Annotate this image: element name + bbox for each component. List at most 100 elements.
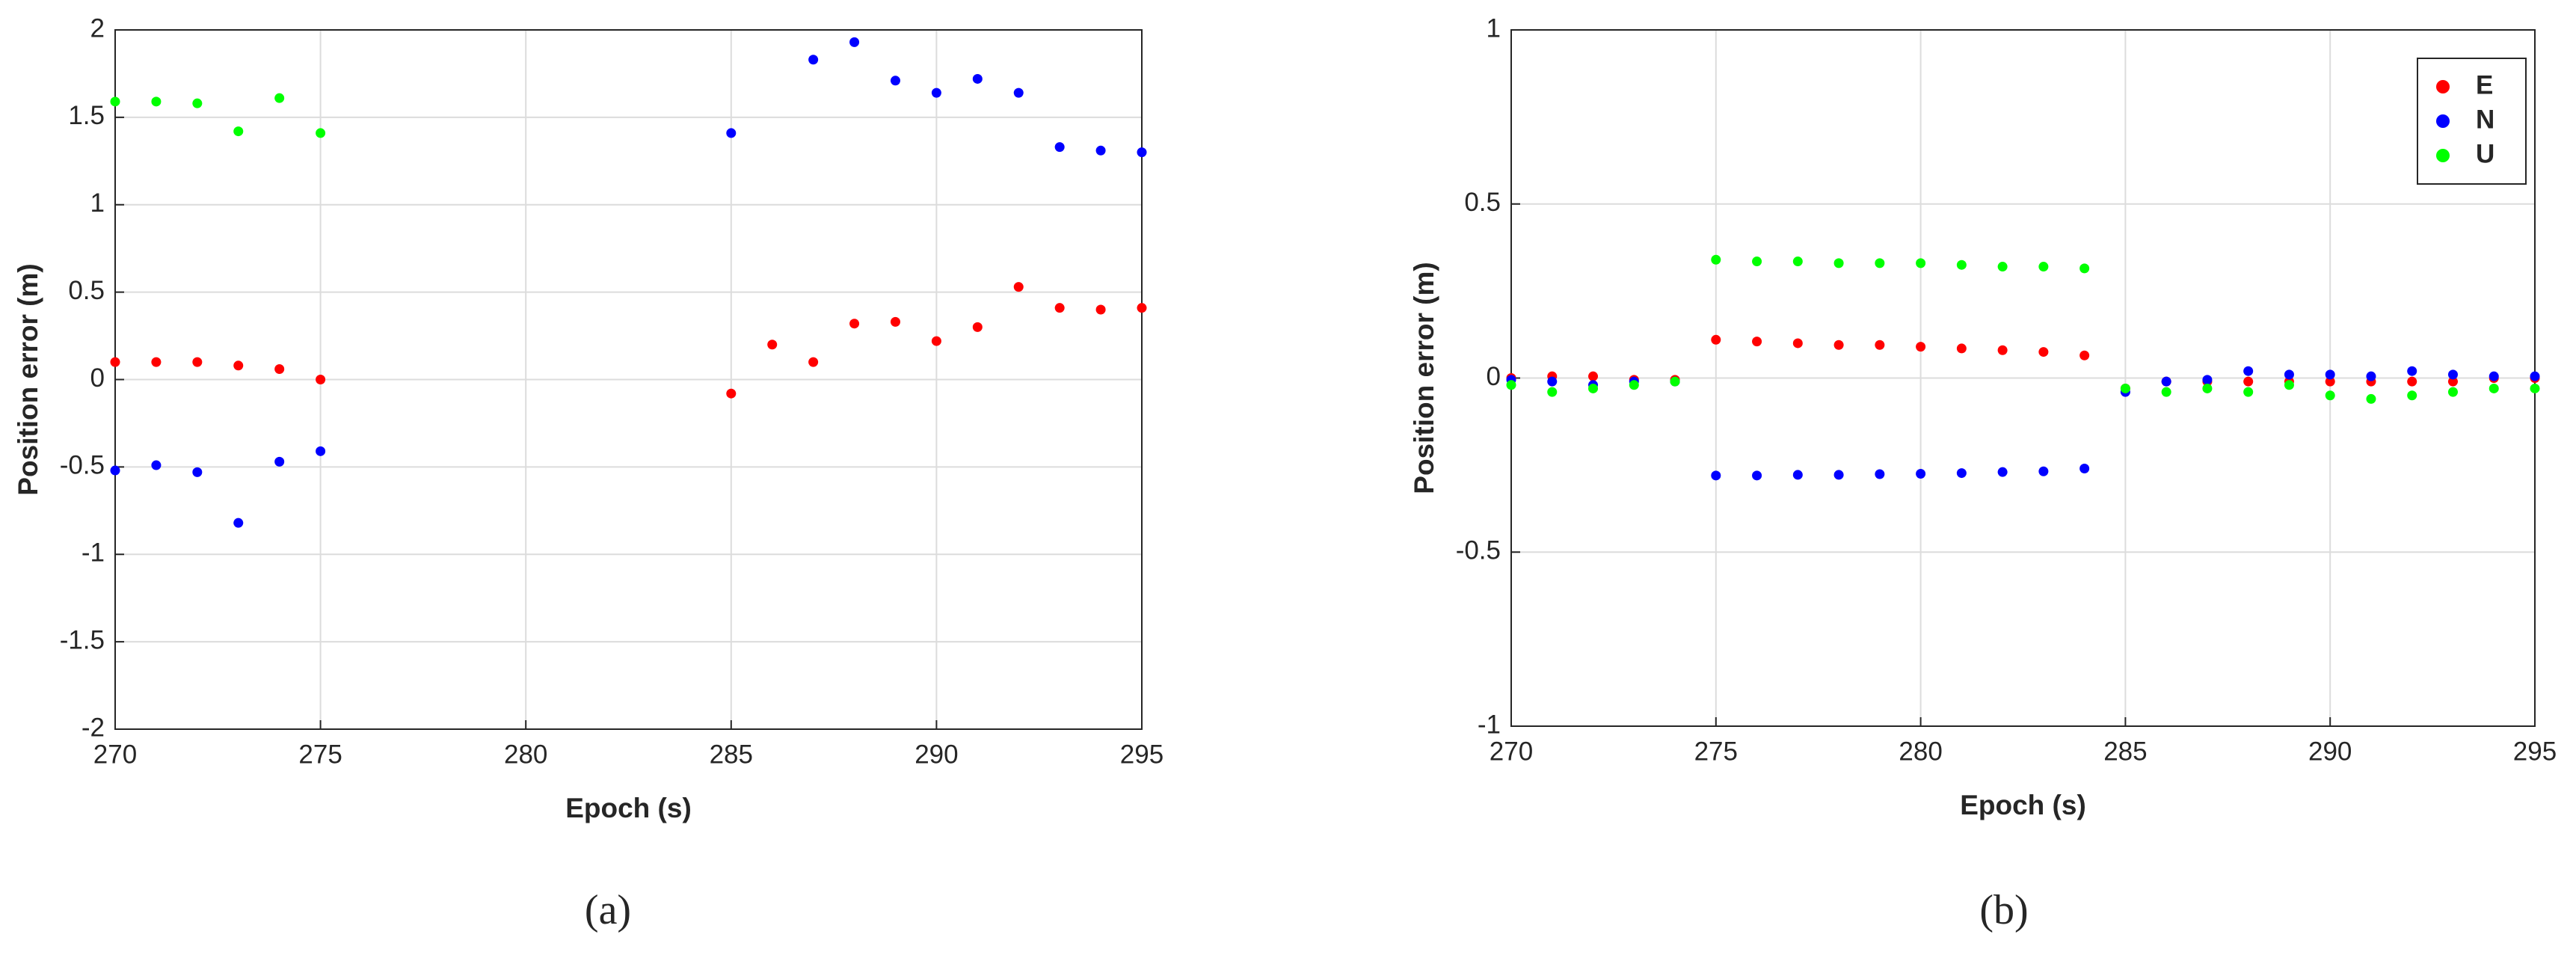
data-point xyxy=(972,73,983,84)
data-point xyxy=(931,336,941,346)
data-point xyxy=(726,128,737,138)
data-point xyxy=(849,37,860,47)
y-tick-label: -1.5 xyxy=(60,625,105,654)
x-tick-label: 275 xyxy=(1694,737,1738,766)
data-point xyxy=(1629,380,1639,390)
y-tick-label: 0.5 xyxy=(68,276,105,305)
x-tick-label: 295 xyxy=(1120,740,1163,769)
data-point xyxy=(2530,383,2540,393)
data-point xyxy=(1095,145,1106,156)
x-tick-label: 275 xyxy=(298,740,342,769)
y-axis-label: Position error (m) xyxy=(13,263,43,495)
legend-marker xyxy=(2436,149,2450,162)
data-point xyxy=(1670,376,1680,387)
data-point xyxy=(890,316,900,327)
data-point xyxy=(2447,369,2458,380)
data-point xyxy=(2038,347,2049,357)
data-point xyxy=(767,340,778,350)
data-point xyxy=(1916,342,1926,352)
data-point xyxy=(274,363,285,374)
data-point xyxy=(849,319,860,329)
data-point xyxy=(2284,380,2294,390)
data-point xyxy=(233,360,244,371)
plot-frame xyxy=(114,29,1143,730)
data-point xyxy=(1997,262,2008,272)
data-point xyxy=(972,322,983,332)
data-point xyxy=(151,357,162,367)
data-point xyxy=(233,518,244,528)
data-point xyxy=(1875,340,1885,350)
data-point xyxy=(1547,387,1558,397)
data-point xyxy=(2079,263,2090,274)
data-point xyxy=(110,465,120,476)
y-tick-label: -1 xyxy=(82,538,105,568)
data-point xyxy=(192,357,203,367)
data-point xyxy=(192,467,203,477)
data-point xyxy=(151,460,162,470)
x-tick-label: 280 xyxy=(504,740,547,769)
data-point xyxy=(151,96,162,107)
data-point xyxy=(2366,393,2376,404)
legend-label: E xyxy=(2476,70,2493,99)
legend-box xyxy=(2417,58,2527,185)
data-point xyxy=(1833,340,1844,350)
x-tick-label: 295 xyxy=(2513,737,2557,766)
data-point xyxy=(2243,366,2254,376)
data-point xyxy=(1711,470,1721,481)
x-tick-label: 285 xyxy=(2103,737,2147,766)
y-tick-label: -0.5 xyxy=(1456,536,1501,565)
data-point xyxy=(1013,282,1024,292)
y-tick-label: -1 xyxy=(1478,710,1501,739)
data-point xyxy=(1792,338,1803,349)
y-tick-label: 1.5 xyxy=(68,101,105,130)
y-tick-label: 0.5 xyxy=(1464,188,1501,217)
data-point xyxy=(2202,375,2213,385)
x-axis-label: Epoch (s) xyxy=(565,793,692,823)
legend-marker xyxy=(2436,114,2450,128)
data-point xyxy=(1711,334,1721,345)
data-point xyxy=(1916,258,1926,268)
data-point xyxy=(1956,468,1967,479)
data-point xyxy=(316,446,326,456)
data-point xyxy=(2366,371,2376,381)
x-tick-label: 285 xyxy=(710,740,753,769)
data-point xyxy=(274,456,285,467)
data-point xyxy=(2079,464,2090,474)
data-point xyxy=(316,375,326,384)
data-point xyxy=(1752,257,1762,267)
y-tick-label: -2 xyxy=(82,713,105,742)
data-point xyxy=(2407,376,2417,387)
data-point xyxy=(2243,376,2254,387)
data-point xyxy=(2530,371,2540,381)
data-point xyxy=(1997,467,2008,477)
data-point xyxy=(1137,147,1147,158)
legend-marker xyxy=(2436,80,2450,93)
data-point xyxy=(1137,303,1147,313)
data-point xyxy=(2202,383,2213,393)
data-point xyxy=(1792,470,1803,480)
data-point xyxy=(2489,383,2499,393)
data-point xyxy=(1588,383,1599,393)
data-point xyxy=(110,96,120,107)
data-point xyxy=(2447,387,2458,397)
x-axis-label: Epoch (s) xyxy=(1960,790,2086,820)
caption: (b) xyxy=(1979,887,2028,933)
data-point xyxy=(1013,88,1024,98)
data-point xyxy=(1875,258,1885,268)
data-point xyxy=(1054,142,1065,153)
data-point xyxy=(2407,390,2417,401)
data-point xyxy=(808,357,819,367)
y-tick-label: 1 xyxy=(90,188,105,218)
data-point xyxy=(2120,383,2130,393)
data-point xyxy=(192,98,203,108)
data-point xyxy=(1547,376,1558,387)
data-point xyxy=(110,357,120,367)
y-tick-label: 0 xyxy=(1487,362,1501,391)
data-point xyxy=(274,93,285,103)
data-point xyxy=(1095,304,1106,315)
data-point xyxy=(931,88,941,98)
x-tick-label: 290 xyxy=(914,740,958,769)
data-point xyxy=(2161,376,2171,387)
x-tick-label: 280 xyxy=(1899,737,1942,766)
